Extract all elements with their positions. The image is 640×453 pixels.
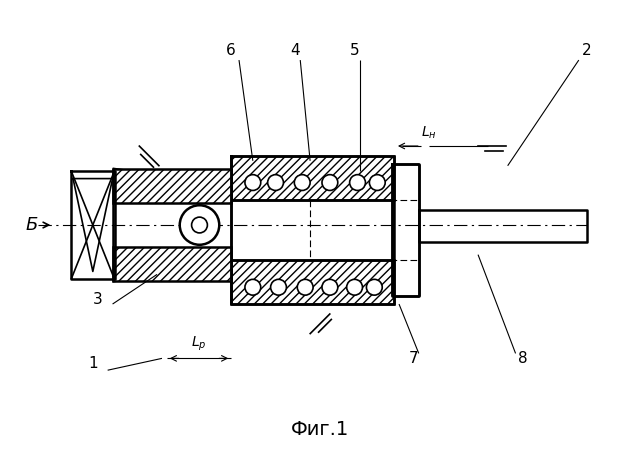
Circle shape (268, 175, 284, 190)
Text: 7: 7 (409, 351, 419, 366)
Text: Б: Б (26, 216, 38, 234)
Bar (231, 156, 394, 200)
Circle shape (191, 217, 207, 233)
Text: 2: 2 (582, 43, 591, 58)
Circle shape (298, 280, 313, 295)
Text: 6: 6 (226, 43, 236, 58)
Text: 8: 8 (518, 351, 527, 366)
Bar (231, 260, 394, 304)
Circle shape (349, 175, 365, 190)
Circle shape (322, 280, 338, 295)
Text: 5: 5 (349, 43, 360, 58)
Circle shape (271, 280, 287, 295)
Circle shape (322, 175, 338, 190)
Circle shape (245, 175, 260, 190)
Circle shape (180, 205, 220, 245)
Text: $L_{н}$: $L_{н}$ (420, 125, 436, 141)
Circle shape (369, 175, 385, 190)
Bar (113, 169, 231, 203)
Circle shape (347, 280, 362, 295)
Text: Фиг.1: Фиг.1 (291, 420, 349, 439)
Circle shape (367, 280, 382, 295)
Text: 1: 1 (88, 356, 98, 371)
Bar (113, 247, 231, 281)
Text: 4: 4 (291, 43, 300, 58)
Circle shape (245, 280, 260, 295)
Circle shape (294, 175, 310, 190)
Text: 3: 3 (93, 292, 102, 307)
Text: $L_{р}$: $L_{р}$ (191, 334, 207, 353)
